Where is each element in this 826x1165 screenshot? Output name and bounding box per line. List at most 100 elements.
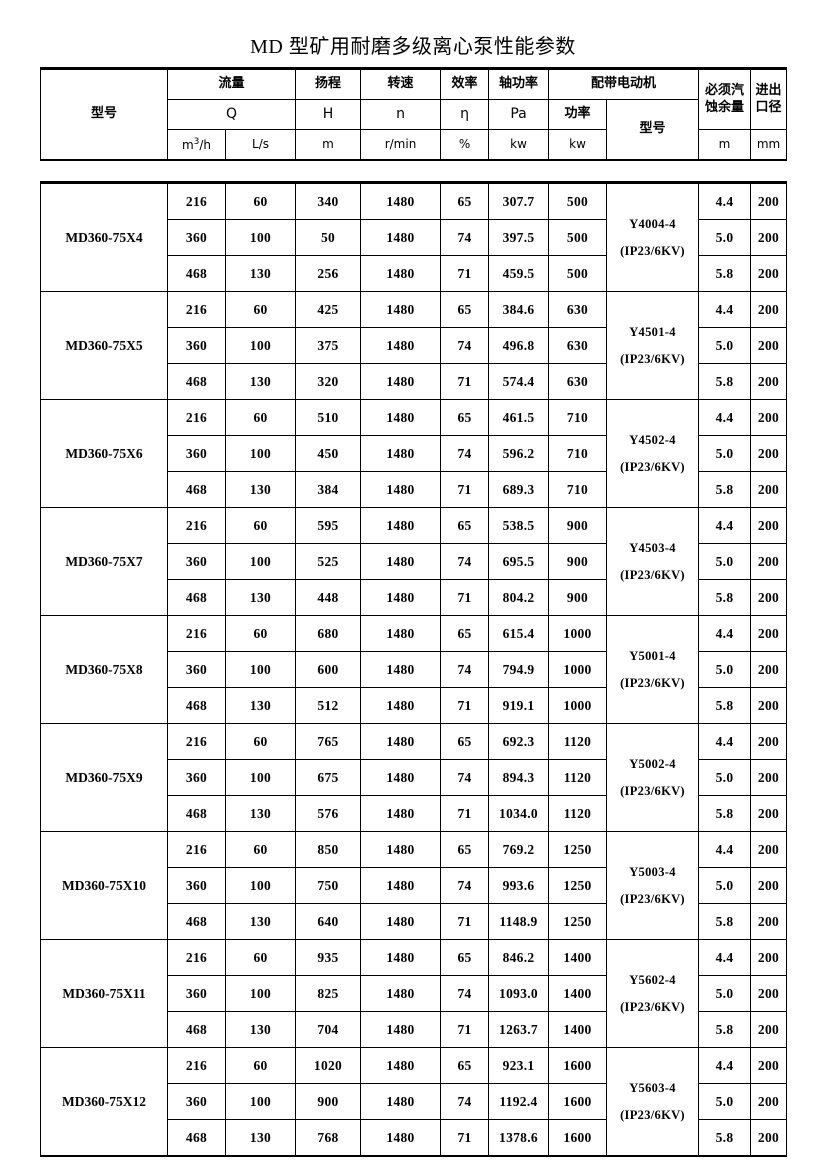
cell-flow-ls: 100 [225,543,296,580]
cell-shaft-power: 1192.4 [488,1083,549,1120]
cell-speed: 1480 [360,651,441,688]
cell-efficiency: 65 [440,939,489,976]
motor-protection-rating: (IP23/6KV) [620,567,685,582]
pump-model-cell: MD360-75X6 [40,399,168,508]
cell-efficiency: 65 [440,831,489,868]
cell-flow-ls: 130 [225,1119,296,1157]
header-flow-symbol: Q [166,99,297,130]
cell-motor-power: 1600 [548,1047,607,1084]
cell-speed: 1480 [360,399,441,436]
cell-flow-ls: 60 [225,291,296,328]
header-speed-unit: r/min [360,129,442,161]
cell-head: 640 [295,903,361,940]
cell-motor-power: 630 [548,363,607,400]
header-model: 型号 [40,68,168,161]
table-row: MD360-75X9 216 60 765 1480 65 692.3 1120 Y5002-4… [40,723,787,832]
cell-efficiency: 74 [440,327,489,364]
table-row: 360 100 450 1480 74 596.2 710 5.0 200 [41,435,787,472]
cell-shaft-power: 846.2 [488,939,549,976]
cell-head: 900 [295,1083,361,1120]
cell-npsh: 5.0 [698,1083,751,1120]
pump-model-cell: MD360-75X5 [40,291,168,400]
cell-efficiency: 74 [440,1083,489,1120]
cell-diameter: 200 [750,579,787,616]
cell-flow-m3h: 216 [167,291,226,328]
cell-diameter: 200 [750,255,787,292]
cell-shaft-power: 1034.0 [488,795,549,832]
header-efficiency-unit: % [440,129,490,161]
cell-npsh: 4.4 [698,723,751,760]
header-efficiency-symbol: η [440,99,490,130]
cell-diameter: 200 [750,939,787,976]
cell-motor-power: 1400 [548,975,607,1012]
cell-efficiency: 71 [440,687,489,724]
cell-speed: 1480 [360,1119,441,1157]
cell-motor-power: 1120 [548,759,607,796]
cell-npsh: 5.8 [698,255,751,292]
cell-flow-ls: 60 [225,399,296,436]
table-row: 468 130 704 1480 71 1263.7 1400 5.8 200 [41,1011,787,1048]
cell-diameter: 200 [750,543,787,580]
cell-speed: 1480 [360,687,441,724]
cell-shaft-power: 993.6 [488,867,549,904]
cell-flow-m3h: 360 [167,327,226,364]
table-row: 360 100 600 1480 74 794.9 1000 5.0 200 [41,651,787,688]
cell-flow-ls: 130 [225,579,296,616]
cell-flow-m3h: 216 [167,939,226,976]
cell-flow-ls: 60 [225,182,296,220]
cell-efficiency: 71 [440,579,489,616]
table-row: MD360-75X11 216 60 935 1480 65 846.2 1400 Y5602-… [40,939,787,1048]
cell-motor-power: 1250 [548,831,607,868]
cell-npsh: 5.8 [698,1011,751,1048]
unit-tail: /h [199,137,212,152]
cell-shaft-power: 459.5 [488,255,549,292]
cell-flow-ls: 130 [225,795,296,832]
cell-flow-m3h: 468 [167,687,226,724]
motor-model-cell: Y5603-4 (IP23/6KV) [606,1047,699,1157]
cell-diameter: 200 [750,291,787,328]
cell-diameter: 200 [750,759,787,796]
motor-model-name: Y5001-4 [629,649,676,664]
cell-diameter: 200 [750,867,787,904]
cell-shaft-power: 923.1 [488,1047,549,1084]
motor-protection-rating: (IP23/6KV) [620,1107,685,1122]
cell-npsh: 5.0 [698,975,751,1012]
cell-diameter: 200 [750,435,787,472]
cell-diameter: 200 [750,1011,787,1048]
cell-speed: 1480 [360,363,441,400]
cell-npsh: 4.4 [698,182,751,220]
cell-flow-m3h: 360 [167,759,226,796]
cell-npsh: 5.8 [698,1119,751,1157]
cell-shaft-power: 695.5 [488,543,549,580]
motor-model-cell: Y5003-4 (IP23/6KV) [606,831,699,940]
cell-efficiency: 65 [440,615,489,652]
cell-speed: 1480 [360,507,441,544]
cell-head: 448 [295,579,361,616]
cell-flow-ls: 100 [225,759,296,796]
cell-flow-ls: 60 [225,507,296,544]
header-speed-symbol: n [360,99,442,130]
cell-flow-ls: 130 [225,255,296,292]
table-row: 360 100 50 1480 74 397.5 500 5.0 200 [41,219,787,256]
table-row: MD360-75X8 216 60 680 1480 65 615.4 1000 Y5001-4… [40,615,787,724]
cell-npsh: 5.8 [698,471,751,508]
cell-speed: 1480 [360,759,441,796]
motor-model-cell: Y4502-4 (IP23/6KV) [606,399,699,508]
cell-efficiency: 71 [440,1011,489,1048]
cell-motor-power: 710 [548,471,607,508]
cell-shaft-power: 307.7 [488,182,549,220]
cell-npsh: 5.0 [698,543,751,580]
cell-efficiency: 71 [440,795,489,832]
pump-model-cell: MD360-75X8 [40,615,168,724]
cell-efficiency: 65 [440,723,489,760]
motor-model-cell: Y4004-4 (IP23/6KV) [606,182,699,292]
cell-head: 850 [295,831,361,868]
cell-flow-m3h: 360 [167,1083,226,1120]
cell-npsh: 5.8 [698,363,751,400]
cell-diameter: 200 [750,471,787,508]
cell-shaft-power: 615.4 [488,615,549,652]
cell-flow-ls: 130 [225,903,296,940]
cell-motor-power: 630 [548,327,607,364]
cell-speed: 1480 [360,1083,441,1120]
cell-flow-ls: 100 [225,327,296,364]
